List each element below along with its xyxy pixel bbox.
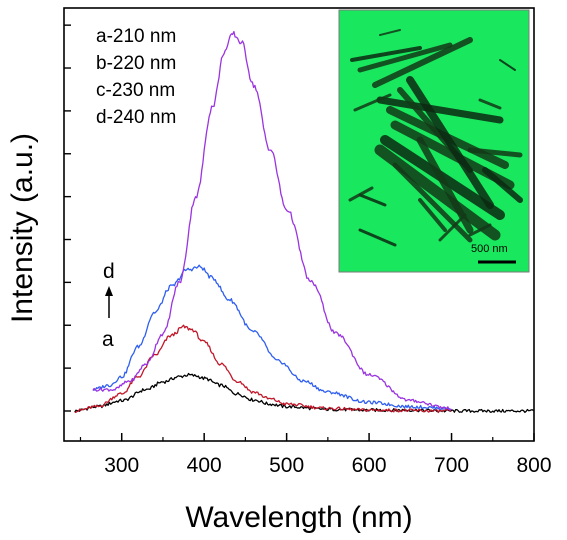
inset-rod (353, 93, 392, 112)
legend-entry-c: c-230 nm (96, 80, 175, 101)
annotation-d: d (103, 260, 115, 283)
inset-rod (416, 136, 474, 234)
inset-scale-label: 500 nm (471, 243, 508, 255)
inset-rod (350, 46, 422, 62)
inset-rod (379, 29, 401, 36)
inset-nanorods (348, 29, 523, 247)
legend: a-210 nm b-220 nm c-230 nm d-240 nm (96, 26, 176, 128)
inset-rod (358, 193, 387, 207)
inset-rod (482, 167, 523, 203)
inset-rod (348, 186, 374, 202)
series-line-d (92, 30, 452, 411)
inset-rod (467, 147, 523, 158)
inset-rod (376, 96, 504, 124)
series-line-a (74, 372, 534, 414)
inset-rod (374, 144, 501, 241)
x-tick-label: 800 (516, 454, 551, 477)
annotation-arrow-head (105, 286, 113, 296)
legend-entry-d: d-240 nm (96, 107, 176, 128)
x-tick-label: 500 (269, 454, 304, 477)
inset-rod (406, 76, 494, 209)
series-line-b (74, 324, 452, 414)
x-axis-ticks: 300 400 500 600 700 800 (79, 433, 552, 477)
inset-rod (478, 98, 502, 110)
inset-rod (372, 37, 473, 88)
series-layer (74, 30, 534, 414)
legend-entry-a: a-210 nm (96, 26, 176, 47)
inset-micrograph: 500 nm (338, 9, 530, 273)
inset-rod (357, 42, 453, 73)
x-tick-label: 600 (352, 454, 387, 477)
inset-rod (358, 228, 397, 247)
annotation-a: a (102, 328, 114, 351)
inset-rod (418, 198, 447, 232)
x-axis-title: Wavelength (nm) (185, 501, 412, 534)
x-tick-label: 700 (434, 454, 469, 477)
x-tick-label: 400 (187, 454, 222, 477)
plot-frame (63, 7, 535, 442)
y-axis-ticks (64, 24, 71, 412)
y-axis-title: Intensity (a.u.) (6, 133, 39, 323)
legend-entry-b: b-220 nm (96, 53, 176, 74)
inset-rod (438, 213, 467, 242)
x-tick-label: 300 (104, 454, 139, 477)
series-line-c (92, 264, 452, 411)
trend-annotation: d a (102, 260, 115, 351)
inset-rod (392, 162, 473, 243)
inset-rod (499, 59, 516, 71)
inset-rod (468, 223, 492, 237)
